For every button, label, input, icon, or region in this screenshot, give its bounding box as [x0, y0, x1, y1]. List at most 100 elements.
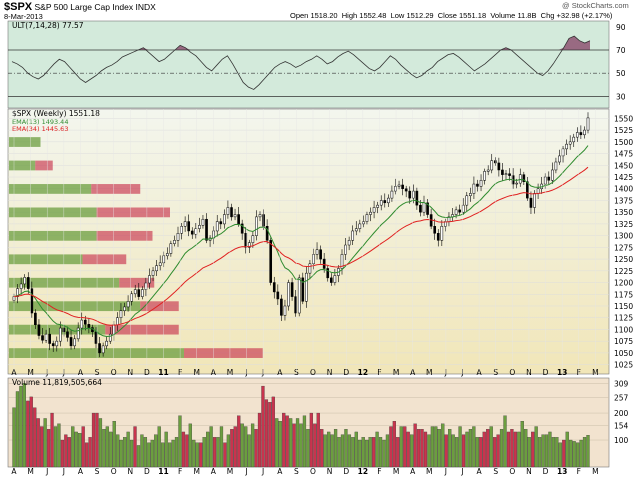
volume-profile-down-bar — [105, 324, 179, 335]
candle-up — [23, 277, 27, 285]
volume-bar — [88, 437, 92, 468]
volume-bar — [233, 426, 237, 468]
candle-down — [94, 331, 98, 344]
volume-bar — [250, 423, 255, 468]
volume-bar — [499, 429, 504, 468]
volume-bar — [451, 434, 455, 468]
volume-bar — [413, 423, 417, 468]
volume-bar — [406, 431, 410, 468]
volume-bar — [19, 385, 23, 468]
volume-x-label: A — [78, 467, 84, 476]
volume-x-label: N — [526, 467, 532, 476]
candle-up — [105, 340, 109, 347]
volume-profile-up-bar — [9, 301, 141, 312]
volume-bar — [385, 434, 390, 468]
volume-profile-up-bar — [9, 348, 184, 358]
volume-tick-label: 100 — [614, 436, 629, 445]
candle-down — [66, 331, 69, 338]
candle-up — [255, 216, 258, 236]
volume-x-label: M — [227, 467, 233, 476]
volume-bar — [496, 434, 500, 468]
candle-up — [297, 277, 301, 314]
volume-x-label: M — [592, 467, 598, 476]
volume-profile-up-bar — [9, 277, 120, 288]
volume-bar — [527, 437, 531, 468]
symbol: $SPX — [4, 1, 33, 13]
volume-bar — [427, 434, 431, 468]
volume-x-label: S — [493, 467, 498, 476]
candle-up — [233, 214, 237, 218]
candle-up — [479, 180, 483, 187]
volume-bar — [150, 439, 154, 468]
candle-down — [329, 277, 333, 283]
volume-bar — [358, 439, 362, 468]
volume-bar — [344, 429, 348, 468]
candle-down — [426, 202, 429, 215]
volume-profile-up-bar — [9, 160, 36, 171]
price-x-label: J — [244, 368, 247, 377]
volume-x-label: 12 — [358, 467, 368, 476]
candle-up — [59, 327, 62, 342]
price-tick-label: 1300 — [614, 232, 633, 241]
volume-bar — [537, 437, 542, 468]
price-tick-label: 1275 — [614, 243, 633, 252]
candle-down — [326, 268, 330, 279]
price-x-label: A — [211, 368, 217, 377]
price-tick-label: 1500 — [614, 138, 633, 147]
volume-bar — [264, 399, 269, 468]
volume-bar — [531, 431, 535, 468]
volume-bar — [261, 385, 265, 468]
candle-down — [401, 184, 404, 189]
volume-bar — [548, 431, 552, 468]
volume-bar — [50, 412, 54, 468]
volume-profile-down-bar — [35, 160, 53, 171]
volume-bar — [437, 429, 441, 468]
candle-up — [365, 214, 369, 222]
volume-bar — [129, 439, 134, 468]
volume-profile-down-bar — [82, 254, 127, 265]
volume-bar — [195, 442, 199, 468]
volume-bar — [302, 415, 307, 468]
volume-x-label: S — [95, 467, 100, 476]
volume-bar — [368, 437, 372, 468]
volume-bar — [254, 429, 258, 468]
volume-bar — [157, 426, 161, 468]
volume-bar — [347, 434, 352, 468]
ult-tick-label: 50 — [616, 69, 626, 78]
volume-bar — [562, 439, 566, 468]
volume-bar — [102, 429, 106, 468]
volume-bar — [185, 434, 189, 468]
volume-bar — [244, 426, 248, 468]
volume-bar — [237, 415, 241, 468]
volume-profile-up-bar — [9, 324, 106, 335]
candle-up — [55, 340, 59, 347]
volume-x-label: J — [45, 467, 48, 476]
index-name: S&P 500 Large Cap Index — [34, 2, 134, 12]
volume-x-label: A — [477, 467, 483, 476]
candle-down — [383, 200, 387, 204]
ult-label: ULT(7,14,28) 77.57 — [12, 21, 84, 30]
volume-x-label: F — [178, 467, 182, 476]
volume-bar — [123, 437, 127, 468]
ult-tick-label: 70 — [616, 46, 626, 55]
volume-bar — [219, 426, 224, 468]
volume-x-label: J — [244, 467, 247, 476]
volume-profile-down-bar — [91, 184, 141, 194]
volume-bar — [226, 434, 231, 468]
candle-down — [276, 291, 280, 300]
volume-x-label: N — [327, 467, 333, 476]
candle-down — [137, 289, 141, 297]
volume-bar — [541, 434, 545, 468]
volume-bar — [382, 439, 386, 468]
candle-up — [141, 289, 144, 297]
volume-x-label: M — [193, 467, 199, 476]
exchange: INDX — [135, 2, 156, 12]
candle-up — [379, 200, 383, 206]
volume-bar — [74, 431, 78, 468]
price-x-label: J — [62, 368, 65, 377]
volume-x-label: O — [310, 467, 316, 476]
oscillator-panel — [7, 20, 610, 109]
volume-x-label: 11 — [158, 467, 168, 476]
volume-bar — [268, 402, 272, 468]
volume-bar — [430, 426, 435, 468]
